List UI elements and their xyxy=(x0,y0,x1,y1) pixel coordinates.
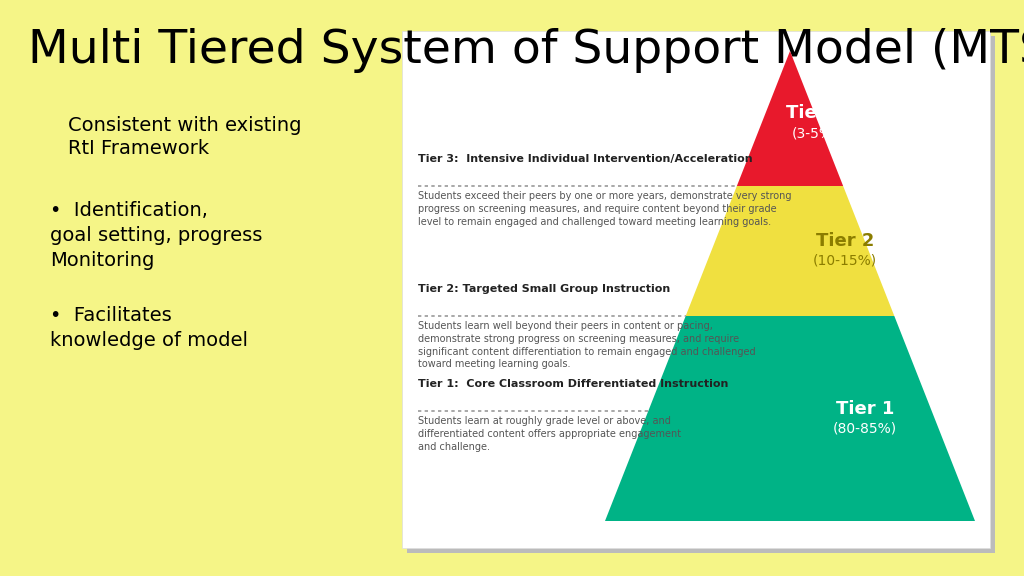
Text: (10-15%): (10-15%) xyxy=(813,254,878,268)
Text: Multi Tiered System of Support Model (MTSS): Multi Tiered System of Support Model (MT… xyxy=(28,28,1024,73)
Text: Tier 3:  Intensive Individual Intervention/Acceleration: Tier 3: Intensive Individual Interventio… xyxy=(418,154,753,164)
Polygon shape xyxy=(686,186,894,316)
Bar xyxy=(407,36,995,553)
Text: Students exceed their peers by one or more years, demonstrate very strong
progre: Students exceed their peers by one or mo… xyxy=(418,191,792,226)
Polygon shape xyxy=(605,316,975,521)
Text: Tier 2: Targeted Small Group Instruction: Tier 2: Targeted Small Group Instruction xyxy=(418,284,671,294)
Text: Students learn at roughly grade level or above, and
differentiated content offer: Students learn at roughly grade level or… xyxy=(418,416,681,452)
Text: Tier 2: Tier 2 xyxy=(816,232,874,250)
Text: •  Identification,
goal setting, progress
Monitoring: • Identification, goal setting, progress… xyxy=(50,201,262,270)
Text: (80-85%): (80-85%) xyxy=(833,422,897,435)
Text: Tier 1: Tier 1 xyxy=(836,400,894,418)
Text: •  Facilitates
knowledge of model: • Facilitates knowledge of model xyxy=(50,306,248,350)
Polygon shape xyxy=(737,51,843,186)
Text: Students learn well beyond their peers in content or pacing,
demonstrate strong : Students learn well beyond their peers i… xyxy=(418,321,756,369)
Text: Tier 3: Tier 3 xyxy=(785,104,844,123)
Text: (3-5%): (3-5%) xyxy=(792,127,839,141)
Text: Consistent with existing
RtI Framework: Consistent with existing RtI Framework xyxy=(68,116,301,158)
Text: Tier 1:  Core Classroom Differentiated Instruction: Tier 1: Core Classroom Differentiated In… xyxy=(418,379,728,389)
Bar xyxy=(402,31,990,548)
